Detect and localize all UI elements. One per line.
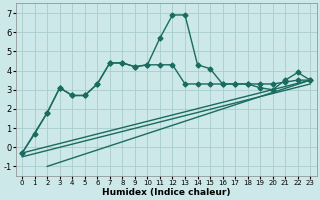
X-axis label: Humidex (Indice chaleur): Humidex (Indice chaleur)	[102, 188, 230, 197]
